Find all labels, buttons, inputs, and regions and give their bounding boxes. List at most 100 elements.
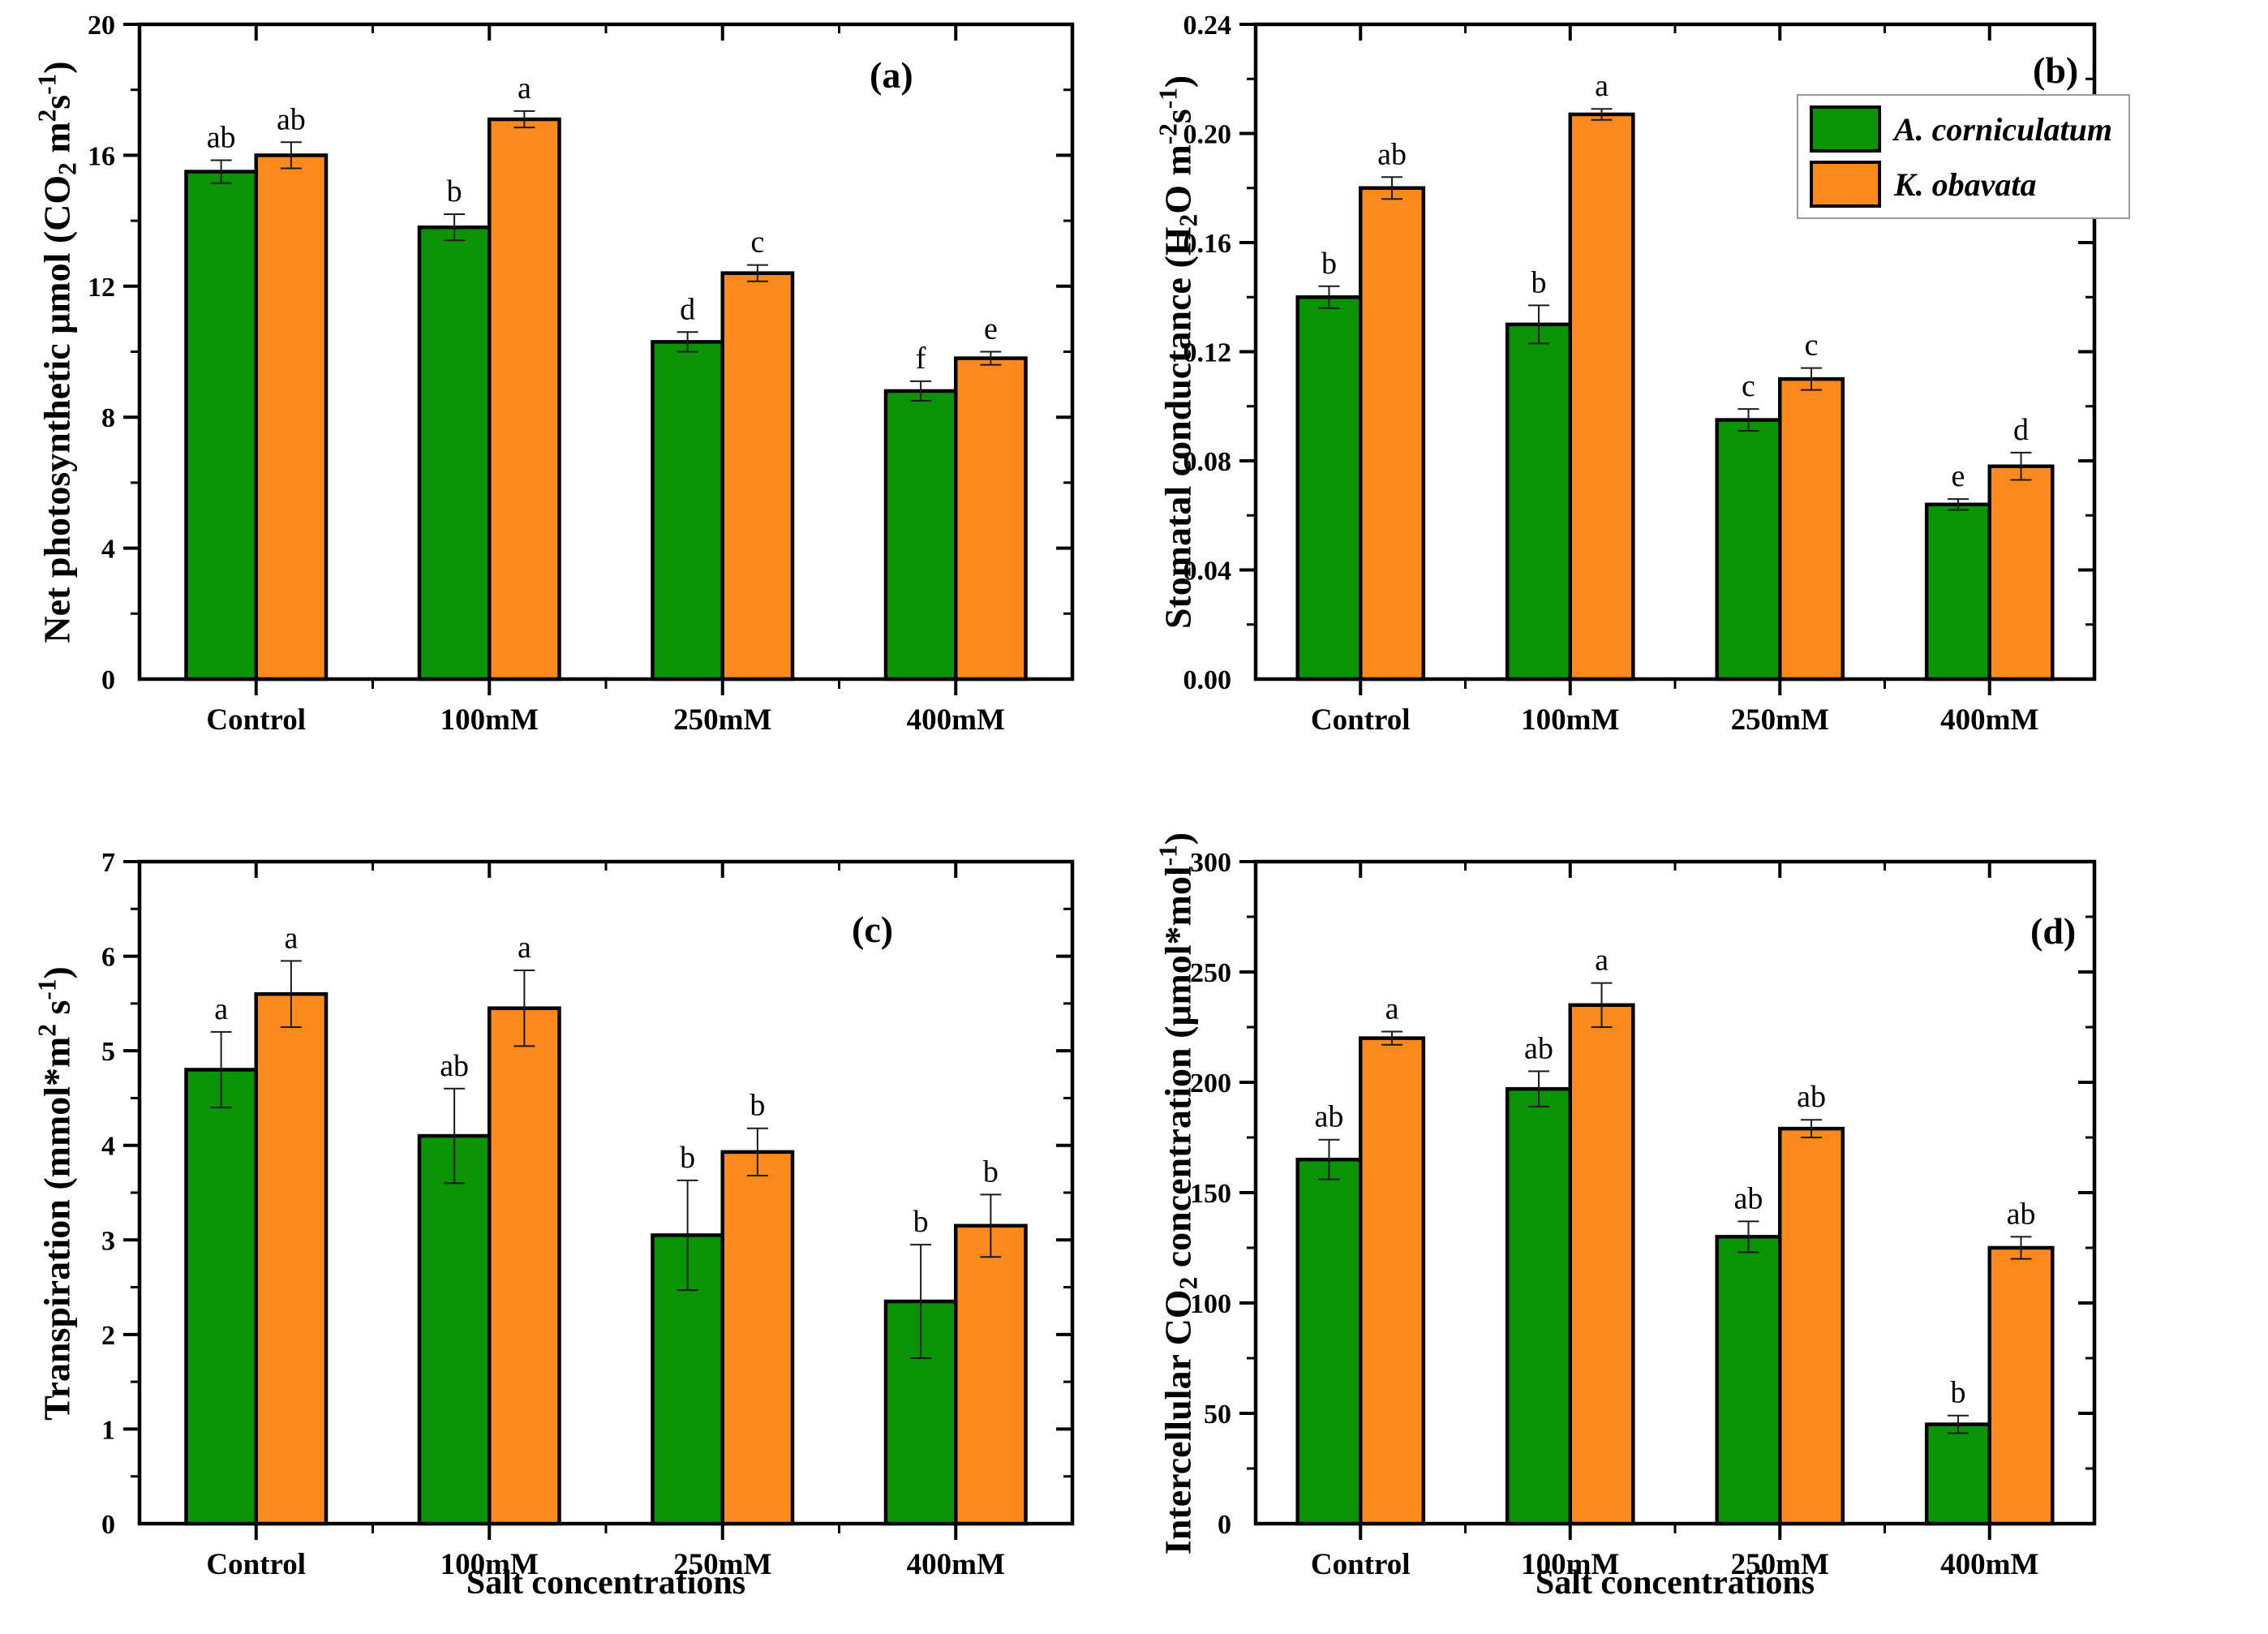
sig-letter: b	[750, 1089, 765, 1123]
sig-letter: a	[214, 992, 228, 1026]
bar-green-Control	[1295, 295, 1363, 682]
bar-orange-Control	[1359, 1036, 1426, 1526]
x-tick-label: 250mM	[1731, 1548, 1829, 1581]
sig-letter: ab	[207, 120, 236, 154]
sig-letter: a	[518, 71, 531, 105]
y-tick-label: 50	[1204, 1400, 1231, 1430]
y-tick-label: 150	[1190, 1179, 1231, 1209]
x-tick-label: Control	[206, 703, 306, 737]
sig-letter: c	[1805, 329, 1819, 363]
y-axis-title-b: Stomatal conductance (H2O m-2s-1)	[1153, 75, 1203, 630]
sig-letter: ab	[1315, 1100, 1344, 1134]
bar-green-400mM	[883, 389, 958, 682]
panel-a-net-photosynthetic: 0 4 8 12 16 20 Control 100mM 250mM 400mM ab b d f ab a c…	[0, 0, 1134, 817]
bar-orange-400mM	[954, 356, 1028, 682]
panel-tag-d: (d)	[2030, 910, 2077, 952]
y-tick-label: 0.16	[1183, 229, 1232, 259]
sig-letter: ab	[1377, 137, 1407, 171]
bar-orange-100mM	[488, 1006, 561, 1526]
bar-orange-100mM	[488, 117, 561, 682]
panel-tag-a: (a)	[870, 54, 913, 96]
bar-orange-250mM	[720, 271, 795, 682]
x-tick-label: 100mM	[440, 703, 539, 737]
y-tick-label: 8	[101, 403, 115, 433]
y-tick-label: 5	[101, 1037, 115, 1067]
y-axis-title-d: Intercellular CO2 concentration (μmol*mo…	[1153, 832, 1203, 1555]
y-axis-title-a: Net photosynthetic μmol (CO2 m2s-1)	[32, 61, 82, 643]
y-tick-label: 0	[101, 1510, 115, 1540]
y-tick-label: 4	[101, 535, 115, 565]
sig-letter: a	[1595, 69, 1609, 103]
y-tick-label: 0.08	[1183, 447, 1232, 477]
sig-letter: f	[916, 342, 926, 376]
bar-green-250mM	[651, 340, 724, 682]
legend-item-a-corniculatum: A. corniculatum	[1810, 105, 2112, 153]
panel-c-transpiration: 0 1 2 3 4 5 6 7 Control 100mM 250mM 400mM a ab b b a a b b …	[0, 817, 1134, 1634]
sig-letter: e	[1952, 459, 1965, 493]
x-tick-label: 250mM	[1731, 703, 1829, 737]
sig-letter: a	[1595, 944, 1609, 978]
x-tick-label: 100mM	[440, 1548, 539, 1581]
bar-orange-100mM	[1568, 1003, 1635, 1526]
chart-d: 0 50 100 150 200 250 300 Control 100mM 250mM 400mM…	[1190, 848, 2097, 1581]
y-tick-label: 0	[1218, 1510, 1231, 1540]
sig-letter: b	[913, 1205, 929, 1239]
sig-letter: a	[518, 931, 531, 965]
y-tick-label: 0	[101, 665, 115, 695]
y-tick-label: 0.12	[1183, 338, 1232, 368]
legend: A. corniculatum K. obavata	[1797, 94, 2130, 219]
y-tick-label: 200	[1190, 1069, 1231, 1099]
y-tick-label: 7	[101, 848, 115, 878]
sig-letter: ab	[1734, 1181, 1763, 1215]
sig-letter: b	[447, 174, 462, 209]
bar-green-100mM	[1505, 322, 1573, 682]
sig-letter: ab	[277, 102, 306, 136]
sig-letter: b	[1531, 265, 1546, 299]
sig-letter: ab	[2007, 1197, 2036, 1231]
bar-green-100mM	[1505, 1086, 1573, 1526]
bar-green-Control	[184, 170, 258, 682]
x-tick-label: Control	[1311, 1548, 1411, 1581]
chart-a: 0 4 8 12 16 20 Control 100mM 250mM 400mM ab b d f ab a c…	[88, 11, 1075, 737]
legend-label: K. obavata	[1894, 166, 2037, 203]
x-tick-label: Control	[1311, 703, 1411, 737]
y-tick-label: 100	[1190, 1289, 1231, 1319]
bar-orange-100mM	[1568, 112, 1635, 682]
y-tick-label: 2	[101, 1321, 115, 1351]
sig-letter: e	[984, 312, 998, 346]
y-tick-label: 0.04	[1183, 557, 1232, 587]
sig-letter: b	[983, 1155, 999, 1189]
y-tick-label: 20	[88, 11, 115, 41]
x-tick-label: 250mM	[673, 703, 771, 737]
sig-letter: c	[750, 226, 764, 260]
y-tick-label: 3	[101, 1226, 115, 1256]
y-tick-label: 0.00	[1183, 665, 1232, 695]
x-tick-label: 400mM	[1940, 1548, 2038, 1581]
legend-label: A. corniculatum	[1894, 110, 2112, 148]
legend-swatch-orange	[1810, 161, 1881, 208]
bar-green-400mM	[1924, 1422, 1992, 1526]
y-tick-label: 0.20	[1183, 120, 1232, 150]
y-tick-label: 300	[1190, 848, 1231, 878]
y-tick-label: 16	[88, 141, 115, 171]
y-tick-label: 12	[88, 273, 115, 303]
bar-orange-400mM	[1987, 1245, 2055, 1526]
bar-orange-250mM	[1778, 376, 1845, 682]
sig-letter: d	[2013, 413, 2029, 447]
sig-letter: ab	[1524, 1031, 1553, 1065]
x-tick-label: 400mM	[907, 703, 1005, 737]
x-tick-label: 100mM	[1521, 703, 1619, 737]
x-axis-title-d: Salt concentrations	[1535, 1564, 1815, 1602]
bar-green-250mM	[1715, 418, 1782, 682]
x-tick-label: Control	[206, 1548, 306, 1581]
panel-d-intercellular-co2: 0 50 100 150 200 250 300 Control 100mM 250mM 400mM…	[1134, 817, 2268, 1634]
sig-letter: ab	[1797, 1080, 1826, 1114]
bar-green-Control	[1295, 1157, 1363, 1526]
bar-green-100mM	[417, 225, 492, 682]
panel-tag-b: (b)	[2033, 49, 2079, 91]
sig-letter: b	[680, 1141, 695, 1175]
bar-orange-400mM	[1987, 464, 2055, 682]
y-tick-label: 6	[101, 943, 115, 973]
